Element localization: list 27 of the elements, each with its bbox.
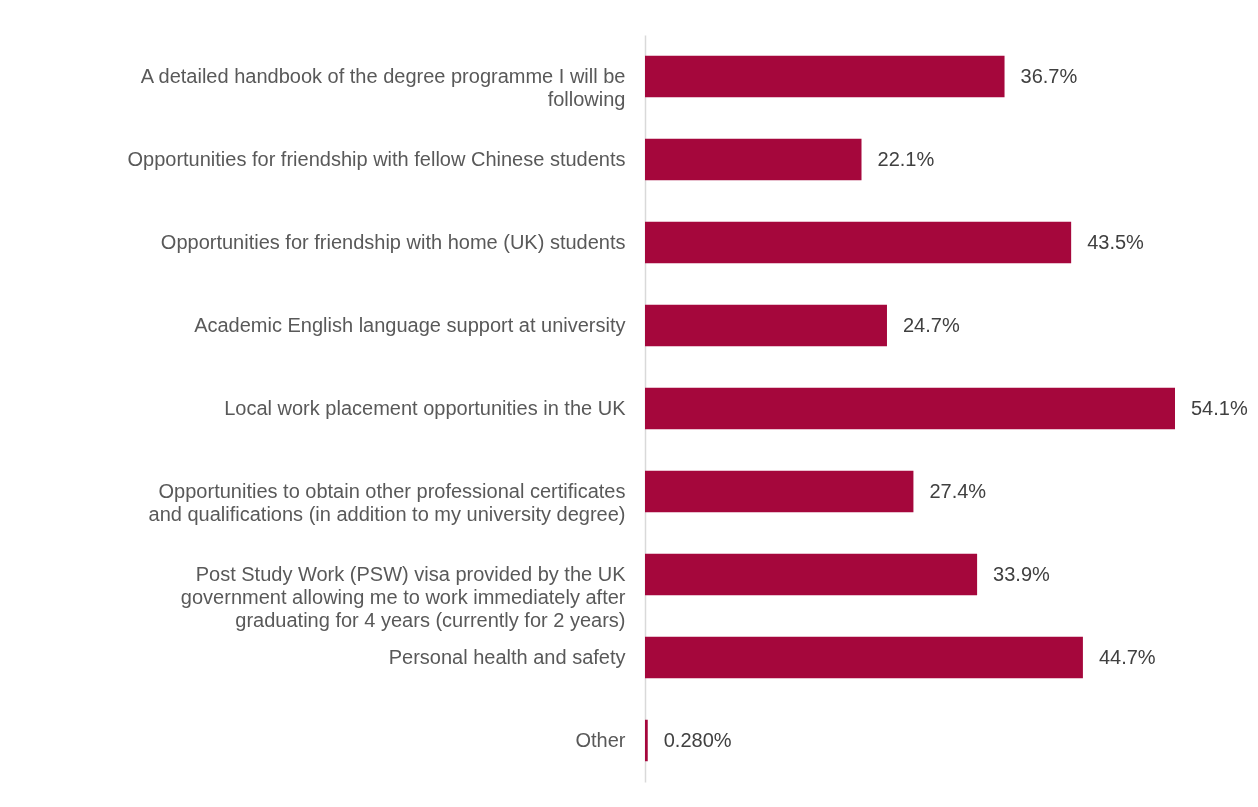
data-label: 33.9% [993,562,1051,585]
y-tick-label: Academic English language support at university [194,313,626,336]
y-tick-label: Personal health and safety [388,645,626,668]
data-label: 0.280% [663,728,732,751]
bar [645,387,1175,430]
y-tick-label: Other [575,728,626,751]
data-label: 22.1% [877,147,935,170]
bar [645,221,1072,264]
bar [645,636,1083,679]
data-label: 43.5% [1087,230,1145,253]
data-label: 24.7% [902,313,960,336]
y-tick-label: Opportunities for friendship with fellow Chinese students [127,147,626,170]
y-tick-label: A detailed handbook of the degree programme I will be following [140,64,626,110]
bar [645,719,648,762]
y-tick-label: Post Study Work (PSW) visa provided by the UK government allowing me to work immediately after graduating for 4 years (currently for 2 years) [180,562,627,631]
data-label: 54.1% [1191,396,1248,419]
bar [645,470,914,513]
bar [645,138,862,181]
y-tick-label: Opportunities for friendship with home (UK) students [160,230,626,253]
y-tick-label: Opportunities to obtain other professional certificates and qualifications (in addition to my university degree) [148,479,626,525]
bar [645,553,978,596]
bar [645,55,1005,98]
data-label: 44.7% [1098,645,1156,668]
data-label: 36.7% [1020,64,1078,87]
bar [645,304,887,347]
data-label: 27.4% [929,479,987,502]
y-tick-label: Local work placement opportunities in the UK [224,396,627,419]
